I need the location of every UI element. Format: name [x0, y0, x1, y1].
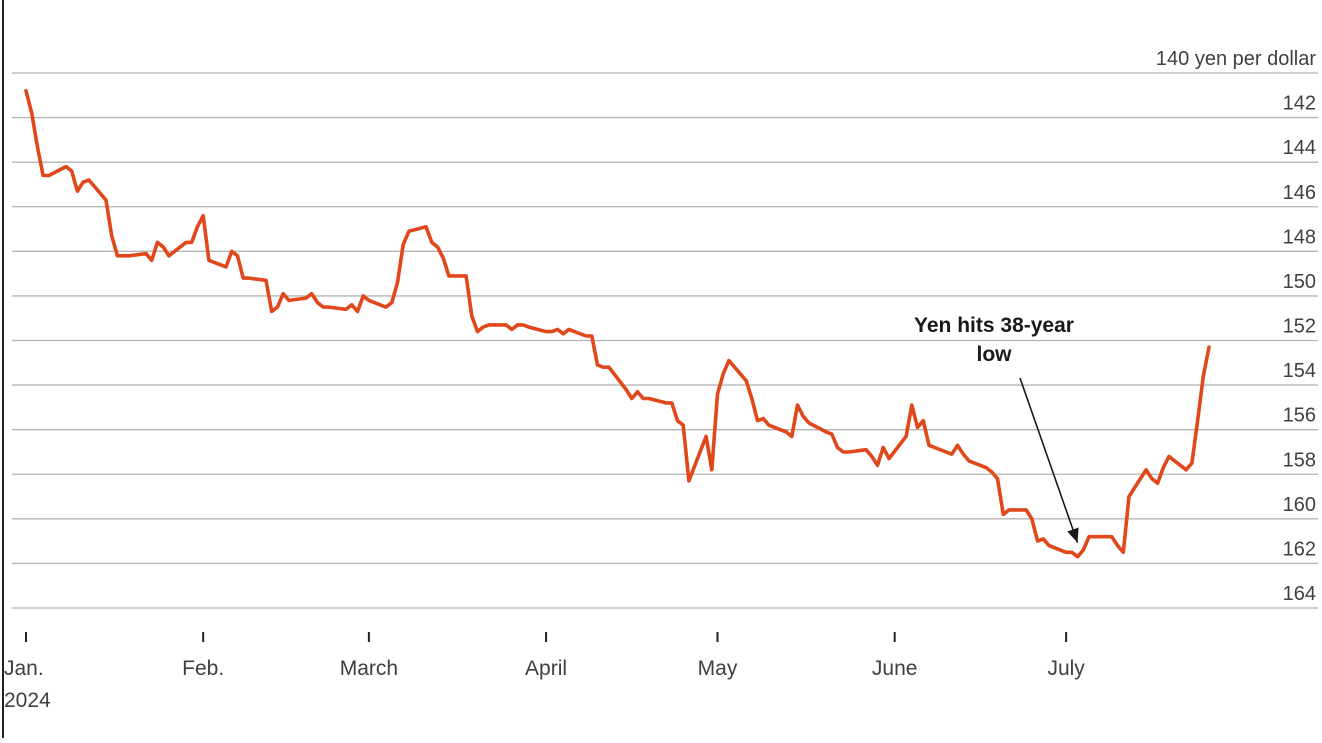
gridlines: [12, 72, 1318, 609]
annotation-arrow: [1019, 377, 1079, 543]
x-tick-label: Jan.: [4, 657, 44, 680]
x-tick-label: March: [340, 657, 398, 680]
x-tick-label: Feb.: [182, 657, 224, 680]
x-tick-label: May: [698, 657, 738, 680]
x-tick-label: June: [872, 657, 918, 680]
y-tick-label: 158: [1283, 449, 1316, 471]
annotation: Yen hits 38-year low: [914, 314, 1079, 543]
y-tick-label: 160: [1283, 494, 1316, 516]
series-line-yen-per-dollar: [24, 89, 1211, 559]
y-tick-label: 152: [1283, 316, 1316, 338]
y-tick-label: 142: [1283, 93, 1316, 115]
y-tick-label: 156: [1283, 405, 1316, 427]
y-tick-label: 146: [1283, 182, 1316, 204]
y-tick-label: 162: [1283, 538, 1316, 560]
frame-left-rule: [2, 0, 4, 738]
y-tick-label: 154: [1283, 360, 1316, 382]
y-tick-label: 150: [1283, 271, 1316, 293]
series-layer: [24, 89, 1211, 559]
y-tick-label: 144: [1283, 137, 1316, 159]
x-tick-year-label: 2024: [4, 689, 51, 712]
y-tick-label: 140 yen per dollar: [1156, 48, 1316, 70]
annotation-text-line2: low: [977, 343, 1013, 366]
y-axis-labels: 140 yen per dollar 142 144 146 148 150 152 154 1…: [1156, 48, 1316, 605]
x-tick-label: July: [1047, 657, 1085, 680]
annotation-arrowhead: [1067, 527, 1079, 543]
annotation-text-line1: Yen hits 38-year: [914, 314, 1074, 337]
y-tick-label: 148: [1283, 226, 1316, 248]
x-axis: Jan. 2024 Feb. March April May June July: [4, 632, 1085, 712]
x-tick-label: April: [525, 657, 567, 680]
y-tick-label: 164: [1283, 583, 1316, 605]
